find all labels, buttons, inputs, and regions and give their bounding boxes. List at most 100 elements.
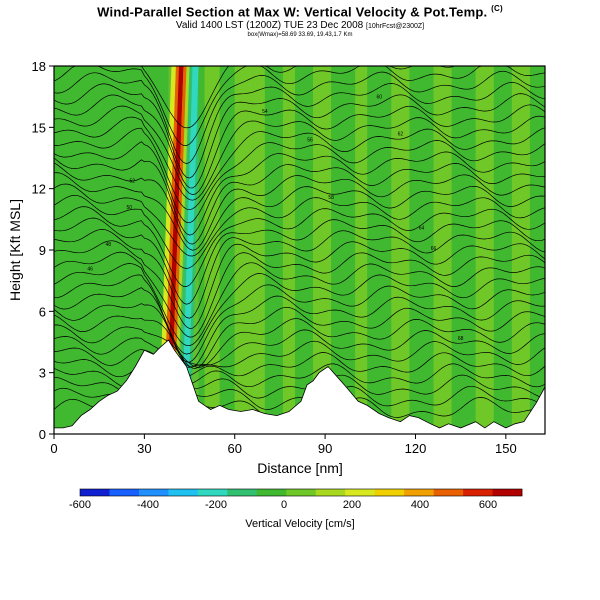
- contour-label-text: 48: [105, 242, 111, 248]
- contour-label-text: 60: [377, 95, 383, 101]
- chart-subsubtitle: box(Wmax)=58.69 33.69, 19.43,1.7 Km: [247, 32, 353, 38]
- contour-label-text: 56: [307, 138, 313, 144]
- colorbar-swatch: [374, 489, 405, 496]
- w-band: [282, 66, 295, 434]
- forecast-hour-text: [10hrFcst@2300Z]: [366, 23, 425, 30]
- contour-label-text: 58: [328, 195, 334, 201]
- theta-contour-line: [54, 183, 545, 257]
- colorbar-tick-label: -400: [137, 499, 159, 511]
- theta-contour-line: [54, 340, 545, 369]
- w-band: [198, 66, 205, 434]
- colorbar-swatch: [80, 489, 110, 496]
- w-band: [264, 66, 283, 434]
- contour-label: 58: [328, 195, 334, 201]
- w-band: [204, 66, 220, 434]
- w-band: [181, 66, 199, 434]
- theta-contour-line: [54, 127, 545, 211]
- x-tick-label: 30: [137, 441, 151, 456]
- contour-label-text: 46: [87, 266, 93, 272]
- x-tick-label: 60: [228, 441, 242, 456]
- x-tick-label: 150: [495, 441, 517, 456]
- contour-label-text: 50: [127, 205, 133, 211]
- contour-label: 46: [87, 266, 93, 272]
- contour-label-text: 68: [458, 336, 464, 342]
- terrain: [54, 339, 545, 434]
- colorbar-swatch: [315, 489, 346, 496]
- contour-label: 62: [398, 131, 404, 137]
- colorbar-tick-label: -600: [69, 499, 91, 511]
- contour-label: 50: [127, 205, 133, 211]
- theta-contour-line: [54, 162, 545, 245]
- contour-label: 54: [262, 109, 268, 115]
- colorbar-swatch: [168, 489, 199, 496]
- colorbar-swatch: [227, 489, 258, 496]
- w-band: [391, 66, 410, 434]
- contour-label: 64: [419, 226, 425, 232]
- y-tick-label: 0: [39, 427, 46, 442]
- colorbar-tick-label: 200: [343, 499, 361, 511]
- theta-contour-line: [54, 217, 545, 305]
- chart-title-text: Wind-Parallel Section at Max W: Vertical…: [97, 4, 488, 20]
- theta-contour-line: [54, 273, 545, 355]
- contour-label-text: 52: [130, 178, 136, 184]
- contour-label-text: 64: [419, 226, 425, 232]
- w-band: [511, 66, 530, 434]
- colorbar-swatch: [404, 489, 434, 496]
- theta-contour-line: [54, 262, 545, 346]
- w-band: [158, 66, 176, 434]
- contour-label-text: 54: [262, 109, 268, 115]
- w-band: [54, 66, 91, 434]
- colorbar-tick-label: 600: [479, 499, 497, 511]
- theta-contour-line: [54, 306, 545, 369]
- y-tick-label: 6: [39, 304, 46, 319]
- chart-subtitle: Valid 1400 LST (1200Z) TUE 23 Dec 2008 […: [0, 20, 600, 31]
- y-tick-label: 18: [32, 59, 46, 74]
- colorbar-swatch: [138, 489, 169, 496]
- x-axis-label: Distance [nm]: [257, 460, 343, 476]
- contour-label-text: 66: [431, 246, 437, 252]
- theta-contour-line: [54, 318, 545, 368]
- theta-contour-line: [54, 70, 545, 164]
- w-band: [219, 66, 235, 434]
- colorbar-tick-label: -200: [205, 499, 227, 511]
- colorbar-swatch: [433, 489, 464, 496]
- contour-label-text: 62: [398, 131, 404, 137]
- theta-contour-line: [54, 229, 545, 319]
- colorbar-label: Vertical Velocity [cm/s]: [245, 518, 354, 530]
- x-tick-label: 90: [318, 441, 332, 456]
- w-band: [90, 66, 121, 434]
- w-band: [178, 66, 193, 434]
- colorbar-swatch: [256, 489, 287, 496]
- colorbar: -600 -400 -200 0 200 400 600: [69, 488, 523, 511]
- theta-contour-line: [54, 206, 545, 287]
- theta-contour-line: [54, 140, 545, 224]
- w-band: [331, 66, 356, 434]
- colorbar-tick-label: 400: [411, 499, 429, 511]
- contour-label: 48: [105, 242, 111, 248]
- w-band: [165, 66, 184, 434]
- theta-contour-line: [54, 194, 545, 269]
- y-tick-label: 3: [39, 366, 46, 381]
- y-tick-label: 9: [39, 243, 46, 258]
- w-band: [355, 66, 368, 434]
- w-band: [252, 66, 265, 434]
- x-axis: 0 30 60 90 120 150: [50, 434, 517, 456]
- w-band: [367, 66, 392, 434]
- w-band: [170, 66, 187, 434]
- contour-label: 56: [307, 138, 313, 144]
- w-band: [475, 66, 494, 434]
- y-tick-label: 12: [32, 182, 46, 197]
- theta-contour-line: [54, 115, 545, 201]
- x-tick-label: 120: [405, 441, 427, 456]
- w-band: [529, 66, 545, 434]
- theta-contour-line: [54, 93, 545, 189]
- colorbar-swatch: [286, 489, 317, 496]
- copyright-mark: (C): [491, 4, 503, 13]
- colorbar-swatch: [463, 489, 493, 496]
- theta-contour-line: [54, 172, 545, 251]
- chart-title: Wind-Parallel Section at Max W: Vertical…: [0, 4, 600, 19]
- contour-label: 68: [458, 336, 464, 342]
- x-tick-label: 0: [50, 441, 57, 456]
- y-tick-label: 15: [32, 120, 46, 135]
